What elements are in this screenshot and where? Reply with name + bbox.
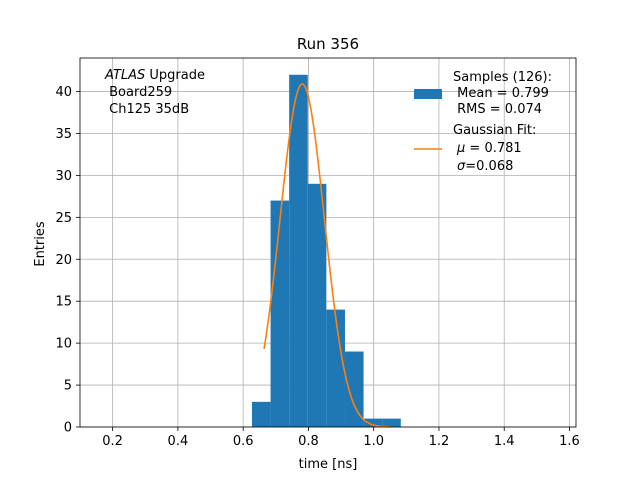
plot-frame xyxy=(79,57,577,428)
histogram-bar-7 xyxy=(382,418,401,427)
legend-samples-rms: RMS = 0.074 xyxy=(453,102,542,117)
y-axis-ticks: 0 5 10 15 20 25 30 35 40 xyxy=(55,85,80,436)
x-tick-label-1: 0.4 xyxy=(168,434,189,449)
legend-fit-sigma-value: =0.068 xyxy=(465,159,513,174)
svg-text:σ=0.068: σ=0.068 xyxy=(457,159,513,174)
histogram-bars xyxy=(251,74,401,427)
legend-fit-mu-symbol: μ xyxy=(456,141,465,156)
histogram-bar-0 xyxy=(251,401,271,427)
histogram-bar-5 xyxy=(344,351,364,427)
legend-samples-swatch xyxy=(414,89,442,99)
x-tick-label-2: 0.6 xyxy=(233,434,254,449)
upgrade-label: Upgrade xyxy=(145,68,205,83)
legend-samples-title: Samples (126): xyxy=(453,70,552,85)
board-label: Board259 xyxy=(105,85,172,100)
y-tick-label-7: 35 xyxy=(55,127,72,142)
svg-text:ATLAS Upgrade: ATLAS Upgrade xyxy=(104,68,205,83)
x-tick-label-6: 1.4 xyxy=(494,434,515,449)
x-axis-ticks: 0.2 0.4 0.6 0.8 1.0 1.2 1.4 1.6 xyxy=(102,427,580,449)
legend-samples-mean: Mean = 0.799 xyxy=(453,86,549,101)
y-tick-label-6: 30 xyxy=(55,169,72,184)
histogram-bar-6 xyxy=(363,418,383,427)
y-tick-label-1: 5 xyxy=(64,379,72,394)
histogram-bar-3 xyxy=(307,183,327,427)
atlas-label: ATLAS xyxy=(104,68,145,83)
x-tick-label-5: 1.2 xyxy=(429,434,450,449)
x-axis-label: time [ns] xyxy=(299,457,358,472)
x-tick-label-3: 0.8 xyxy=(298,434,319,449)
y-tick-label-4: 20 xyxy=(55,253,72,268)
y-tick-label-8: 40 xyxy=(55,85,72,100)
y-tick-label-5: 25 xyxy=(55,211,72,226)
y-axis-label: Entries xyxy=(33,221,48,267)
x-tick-label-0: 0.2 xyxy=(102,434,123,449)
histogram-bar-2 xyxy=(289,74,308,427)
y-tick-label-2: 10 xyxy=(55,337,72,352)
legend: Samples (126): Mean = 0.799 RMS = 0.074 … xyxy=(414,70,552,174)
y-tick-label-0: 0 xyxy=(64,421,72,436)
legend-fit-mu-value: = 0.781 xyxy=(465,141,521,156)
gaussian-fit-line xyxy=(263,83,391,428)
chart-title: Run 356 xyxy=(297,35,359,53)
atlas-annotation: ATLAS Upgrade Board259 Ch125 35dB xyxy=(104,68,205,117)
x-tick-label-4: 1.0 xyxy=(363,434,384,449)
histogram-bar-1 xyxy=(270,200,290,427)
legend-fit-sigma-symbol: σ xyxy=(457,159,466,174)
x-tick-label-7: 1.6 xyxy=(559,434,580,449)
gaussian-fit-curve xyxy=(263,83,391,428)
legend-fit-title: Gaussian Fit: xyxy=(453,123,536,138)
channel-label: Ch125 35dB xyxy=(105,102,189,117)
svg-text:μ = 0.781: μ = 0.781 xyxy=(456,141,522,156)
histogram-bar-4 xyxy=(326,309,345,427)
y-tick-label-3: 15 xyxy=(55,295,72,310)
